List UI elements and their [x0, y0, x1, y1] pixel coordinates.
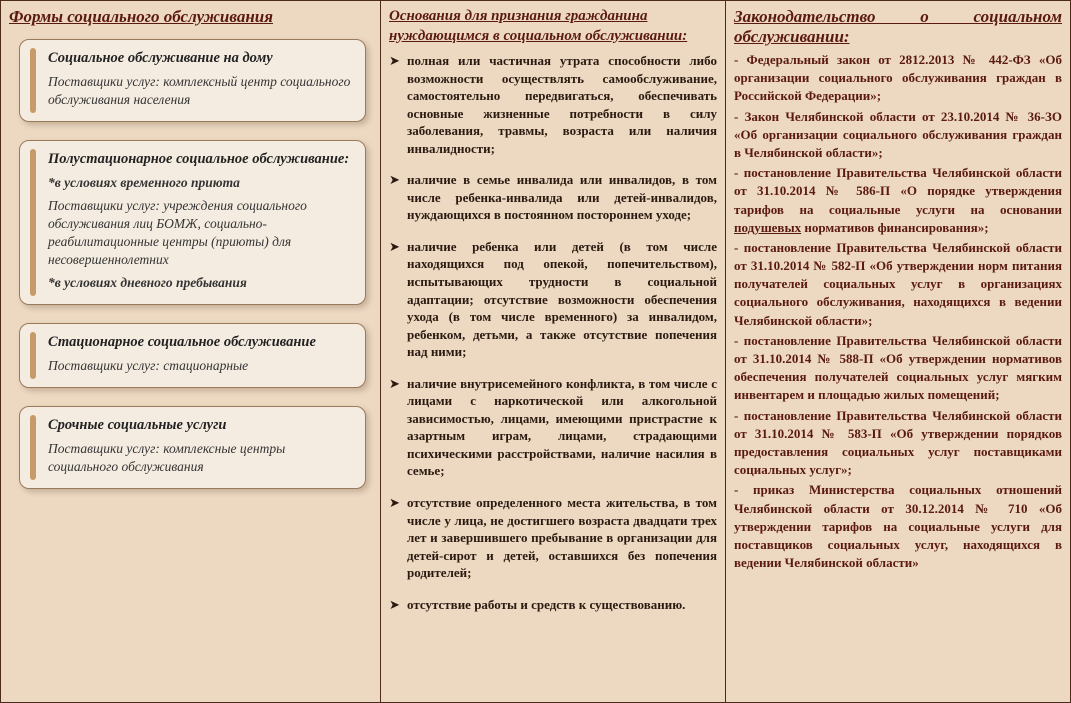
grounds-title: Основания для признания гражданина нужда… [389, 7, 717, 46]
grounds-item: наличие ребенка или детей (в том числе н… [389, 238, 717, 361]
box-line: Поставщики услуг: комплексный центр соци… [48, 73, 351, 109]
forms-title: Формы социального обслуживания [9, 7, 372, 27]
forms-box: Стационарное социальное обслуживание Пост… [19, 323, 366, 388]
legislation-item: - постановление Правительства Челябинско… [734, 239, 1062, 330]
legislation-item: - постановление Правительства Челябинско… [734, 332, 1062, 405]
forms-box: Срочные социальные услуги Поставщики услу… [19, 406, 366, 489]
column-forms: Формы социального обслуживания Социально… [1, 1, 381, 702]
forms-box: Социальное обслуживание на дому Поставщик… [19, 39, 366, 122]
grounds-list: полная или частичная утрата способности … [389, 52, 717, 613]
legislation-item: - постановление Правительства Челябинско… [734, 407, 1062, 480]
legislation-list: - Федеральный закон от 2812.2013 № 442-Ф… [734, 51, 1062, 572]
box-title: Полустационарное социальное обслуживание… [48, 151, 351, 168]
grounds-item: наличие внутрисемейного конфликта, в том… [389, 375, 717, 480]
box-line: Поставщики услуг: стационарные [48, 357, 351, 375]
column-legislation: Законодательство о социальном обслуживан… [726, 1, 1070, 702]
forms-box: Полустационарное социальное обслуживание… [19, 140, 366, 304]
grounds-item: отсутствие работы и средств к существова… [389, 596, 717, 614]
legislation-item: - Закон Челябинской области от 23.10.201… [734, 108, 1062, 163]
box-line: *в условиях временного приюта [48, 174, 351, 192]
box-title: Срочные социальные услуги [48, 417, 351, 434]
box-title: Социальное обслуживание на дому [48, 50, 351, 67]
legislation-title: Законодательство о социальном обслуживан… [734, 7, 1062, 47]
legislation-item: - приказ Министерства социальных отношен… [734, 481, 1062, 572]
grounds-item: отсутствие определенного места жительств… [389, 494, 717, 582]
page: Формы социального обслуживания Социально… [0, 0, 1071, 703]
column-grounds: Основания для признания гражданина нужда… [381, 1, 726, 702]
legislation-item: - Федеральный закон от 2812.2013 № 442-Ф… [734, 51, 1062, 106]
box-title: Стационарное социальное обслуживание [48, 334, 351, 351]
forms-box-list: Социальное обслуживание на дому Поставщик… [9, 39, 372, 489]
box-line: Поставщики услуг: комплексные центры соц… [48, 440, 351, 476]
grounds-item: полная или частичная утрата способности … [389, 52, 717, 157]
legislation-item: - постановление Правительства Челябинско… [734, 164, 1062, 237]
grounds-item: наличие в семье инвалида или инвалидов, … [389, 171, 717, 224]
box-line: *в условиях дневного пребывания [48, 274, 351, 292]
box-line: Поставщики услуг: учреждения социального… [48, 197, 351, 270]
